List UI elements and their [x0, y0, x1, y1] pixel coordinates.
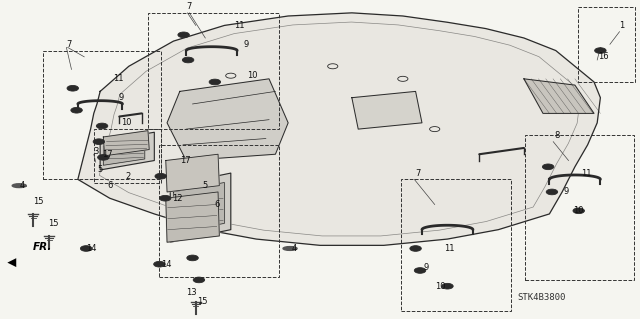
Text: 12: 12 — [172, 194, 182, 203]
Text: 4: 4 — [19, 181, 24, 190]
Circle shape — [414, 268, 426, 273]
Polygon shape — [100, 132, 154, 170]
Text: 10: 10 — [435, 282, 445, 291]
Circle shape — [159, 196, 171, 201]
Text: 3: 3 — [94, 147, 99, 156]
Text: 9: 9 — [118, 93, 124, 102]
Polygon shape — [166, 154, 220, 192]
Text: 13: 13 — [186, 288, 197, 297]
Circle shape — [193, 277, 205, 283]
Circle shape — [71, 108, 83, 113]
Text: 6: 6 — [108, 181, 113, 190]
Polygon shape — [173, 182, 225, 233]
Text: 10: 10 — [121, 118, 132, 127]
Polygon shape — [167, 79, 288, 160]
Text: 8: 8 — [554, 131, 560, 140]
Polygon shape — [166, 192, 220, 242]
Circle shape — [178, 32, 189, 38]
Text: 10: 10 — [573, 206, 584, 215]
Circle shape — [209, 79, 221, 85]
Text: 14: 14 — [86, 244, 97, 253]
Ellipse shape — [283, 247, 297, 250]
Text: 9: 9 — [424, 263, 429, 272]
Circle shape — [410, 246, 421, 251]
Text: 2: 2 — [125, 172, 131, 181]
Bar — [43, 50, 161, 179]
Text: 15: 15 — [48, 219, 58, 228]
Ellipse shape — [12, 184, 26, 188]
Polygon shape — [103, 131, 149, 156]
Text: 5: 5 — [202, 181, 207, 190]
Circle shape — [542, 164, 554, 170]
Text: 16: 16 — [598, 52, 609, 61]
Bar — [159, 145, 278, 277]
Text: 15: 15 — [197, 297, 207, 307]
Text: 11: 11 — [113, 74, 124, 83]
Text: 5: 5 — [97, 166, 102, 174]
Bar — [401, 179, 511, 311]
Polygon shape — [103, 140, 145, 165]
Circle shape — [442, 283, 453, 289]
Bar — [578, 7, 636, 82]
Text: 17: 17 — [180, 156, 191, 165]
Text: 10: 10 — [246, 71, 257, 80]
Bar — [148, 13, 278, 129]
Circle shape — [97, 123, 108, 129]
Polygon shape — [524, 79, 594, 113]
Circle shape — [154, 261, 165, 267]
Text: 17: 17 — [102, 150, 113, 159]
Text: 11: 11 — [581, 168, 592, 178]
Text: FR.: FR. — [33, 241, 52, 252]
Text: 15: 15 — [33, 197, 44, 206]
Text: 9: 9 — [244, 40, 249, 49]
Text: 14: 14 — [161, 260, 171, 269]
Text: 9: 9 — [563, 188, 569, 197]
Polygon shape — [352, 92, 422, 129]
Text: 6: 6 — [215, 200, 220, 209]
Circle shape — [67, 85, 79, 91]
Polygon shape — [170, 173, 231, 242]
Circle shape — [546, 189, 557, 195]
Circle shape — [595, 48, 606, 53]
Bar — [94, 129, 161, 182]
Text: 11: 11 — [444, 244, 455, 253]
Circle shape — [98, 154, 109, 160]
Circle shape — [573, 208, 584, 214]
Text: 1: 1 — [620, 21, 625, 30]
Circle shape — [187, 255, 198, 261]
Circle shape — [93, 139, 104, 145]
Text: 11: 11 — [234, 21, 244, 30]
Polygon shape — [78, 13, 600, 245]
Circle shape — [81, 246, 92, 251]
Circle shape — [155, 174, 166, 179]
Text: 7: 7 — [415, 168, 421, 178]
Text: 4: 4 — [291, 244, 296, 253]
Text: 7: 7 — [67, 40, 72, 49]
Circle shape — [182, 57, 194, 63]
Text: STK4B3800: STK4B3800 — [518, 293, 566, 302]
Text: 7: 7 — [186, 2, 191, 11]
Bar — [525, 135, 634, 280]
